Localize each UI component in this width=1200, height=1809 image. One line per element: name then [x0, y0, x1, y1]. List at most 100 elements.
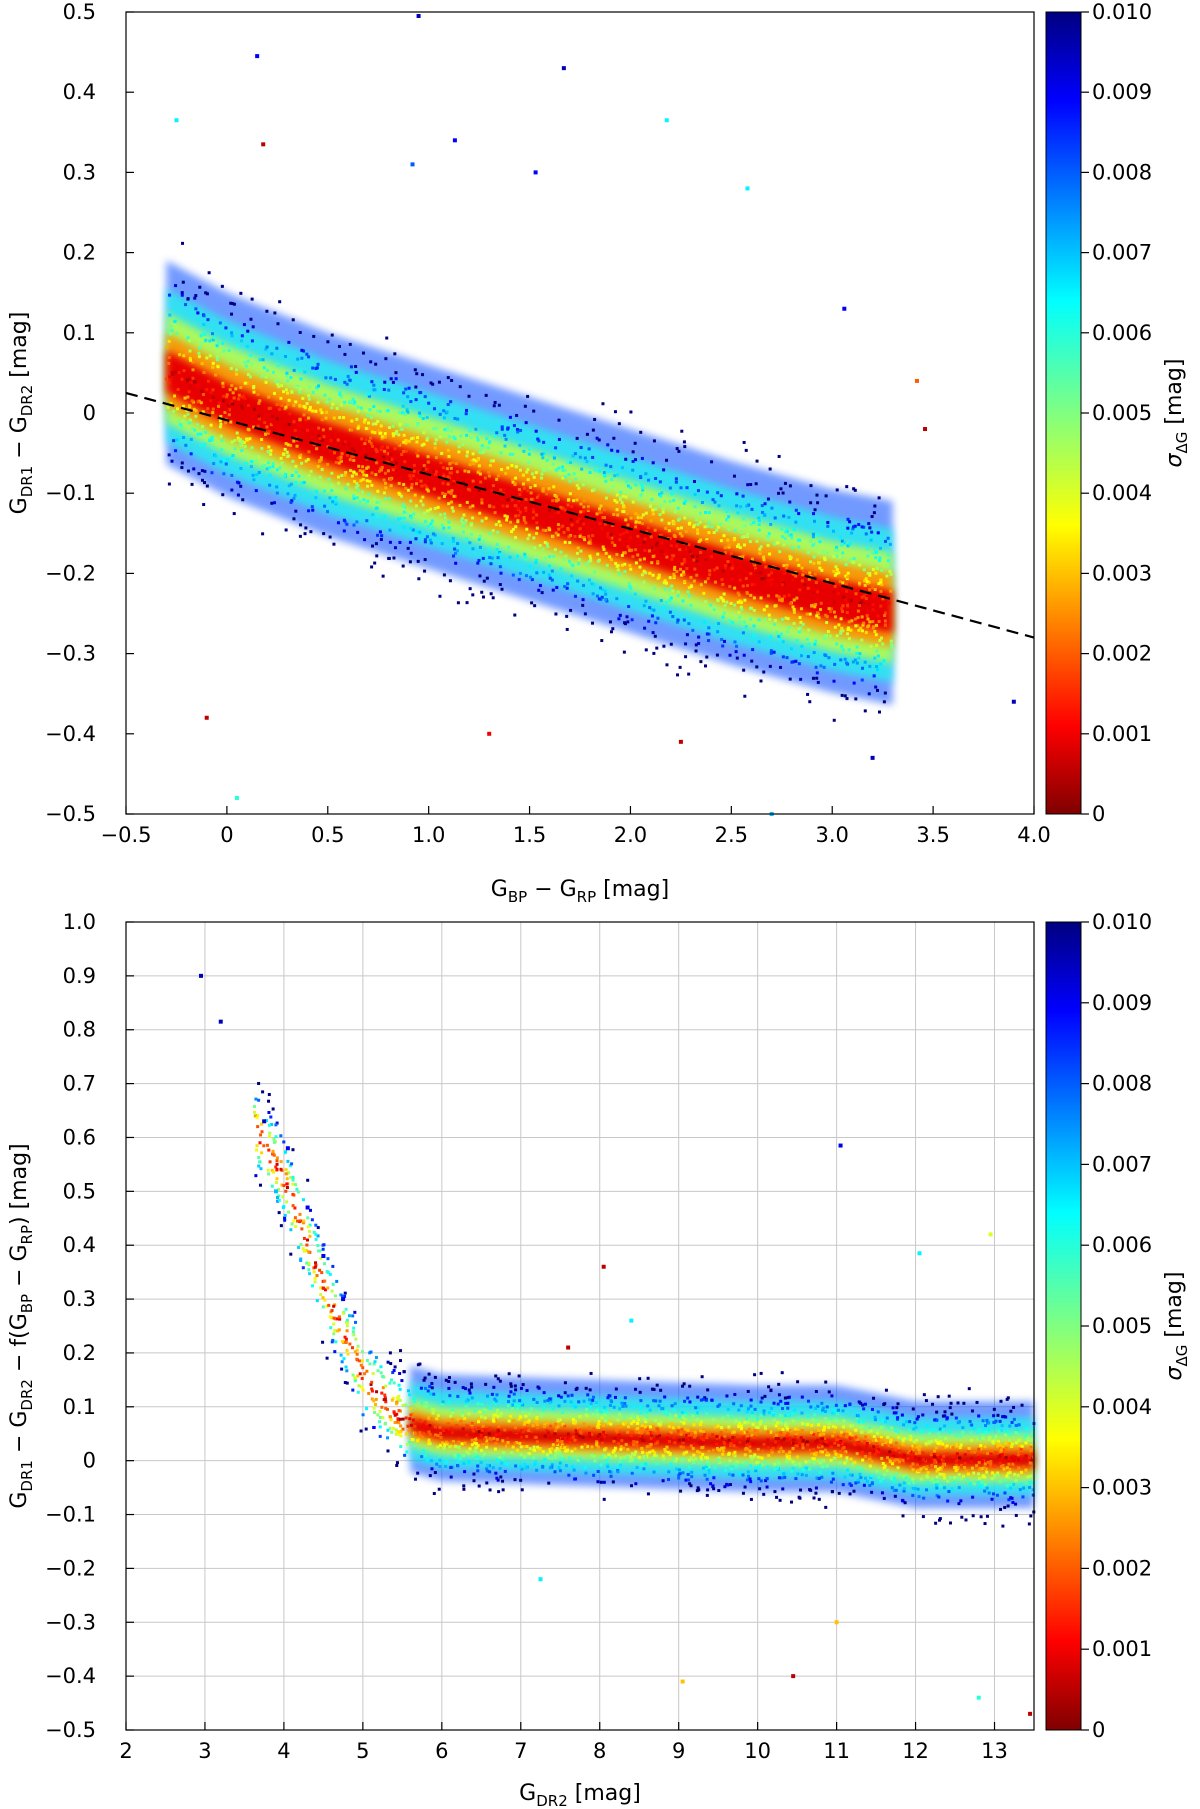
data-point — [401, 503, 405, 507]
data-point — [257, 1081, 261, 1085]
data-point — [433, 442, 437, 446]
data-point — [276, 364, 280, 368]
data-point — [728, 567, 732, 571]
data-point — [783, 1475, 787, 1479]
data-point — [256, 424, 260, 428]
data-point — [716, 1424, 720, 1428]
data-point — [877, 582, 881, 586]
data-point — [868, 664, 872, 668]
data-point — [738, 1417, 742, 1421]
data-point — [545, 1453, 549, 1457]
data-point — [323, 1262, 327, 1266]
data-point — [636, 516, 640, 520]
data-point — [276, 1199, 280, 1203]
data-point — [811, 642, 815, 646]
data-point — [277, 384, 281, 388]
data-point — [515, 413, 519, 417]
data-point — [822, 1432, 826, 1436]
data-point — [318, 1249, 322, 1253]
data-point — [244, 462, 248, 466]
data-point — [430, 1467, 434, 1471]
data-point — [642, 604, 646, 608]
data-point — [840, 693, 844, 697]
data-point — [766, 594, 770, 598]
data-point — [320, 418, 324, 422]
data-point — [533, 1448, 537, 1452]
data-point — [462, 1454, 466, 1458]
data-point — [1031, 1488, 1035, 1492]
data-point — [284, 1172, 288, 1176]
data-point — [580, 516, 584, 520]
data-point — [337, 461, 341, 465]
data-point — [402, 449, 406, 453]
data-point — [694, 643, 698, 647]
data-point — [849, 1457, 853, 1461]
data-point — [348, 378, 352, 382]
data-point — [992, 1464, 996, 1468]
data-point — [1011, 1442, 1015, 1446]
data-point — [302, 475, 306, 479]
data-point — [376, 1369, 380, 1373]
data-point — [500, 1455, 504, 1459]
data-point — [446, 426, 450, 430]
data-point — [677, 1438, 681, 1442]
data-point — [645, 530, 649, 534]
data-point — [333, 1350, 337, 1354]
data-point — [542, 469, 546, 473]
data-point — [206, 407, 210, 411]
data-point — [699, 1398, 703, 1402]
data-point — [915, 1438, 919, 1442]
data-point — [628, 549, 632, 553]
data-point — [191, 368, 195, 372]
data-point — [203, 469, 207, 473]
data-point — [872, 511, 876, 515]
data-point — [789, 647, 793, 651]
data-point — [857, 604, 861, 608]
data-point — [322, 435, 326, 439]
data-point — [243, 360, 247, 364]
data-point — [838, 1454, 842, 1458]
data-point — [275, 1162, 279, 1166]
data-point — [705, 1436, 709, 1440]
data-point — [1026, 1475, 1030, 1479]
data-point — [506, 498, 510, 502]
data-point — [292, 439, 296, 443]
data-point — [851, 527, 855, 531]
data-point — [496, 1458, 500, 1462]
data-point — [354, 364, 358, 368]
data-point — [557, 527, 561, 531]
data-point — [1009, 1482, 1013, 1486]
data-point — [233, 447, 237, 451]
data-point — [757, 516, 761, 520]
data-point — [474, 427, 478, 431]
data-point — [345, 382, 349, 386]
data-point — [846, 605, 850, 609]
data-point — [863, 1426, 867, 1430]
data-point — [954, 1416, 958, 1420]
data-point — [267, 450, 271, 454]
data-point — [467, 394, 471, 398]
data-point — [704, 600, 708, 604]
data-point — [673, 1441, 677, 1445]
data-point — [402, 516, 406, 520]
data-point — [405, 409, 409, 413]
data-point — [882, 1496, 886, 1500]
data-point — [800, 1395, 804, 1399]
data-point — [656, 616, 660, 620]
data-point — [353, 1320, 357, 1324]
data-point — [740, 1464, 744, 1468]
data-point — [684, 1427, 688, 1431]
data-point — [414, 385, 418, 389]
data-point — [815, 1476, 819, 1480]
data-point — [423, 467, 427, 471]
data-point — [638, 1377, 642, 1381]
data-point — [867, 522, 871, 526]
data-point — [819, 1450, 823, 1454]
data-point — [635, 1466, 639, 1470]
data-point — [791, 605, 795, 609]
data-point — [373, 388, 377, 392]
data-point — [498, 524, 502, 528]
data-point — [275, 1167, 279, 1171]
data-point — [182, 436, 186, 440]
data-point — [212, 336, 216, 340]
